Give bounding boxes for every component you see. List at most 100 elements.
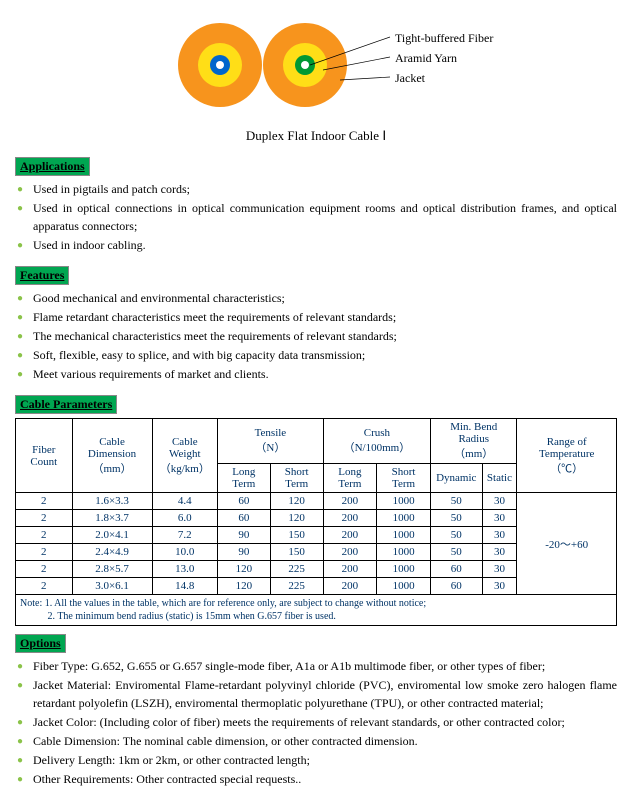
table-cell: 30: [482, 493, 517, 510]
table-cell: 1.6×3.3: [72, 493, 152, 510]
col-bend-static: Static: [482, 464, 517, 493]
table-cell: 150: [270, 544, 323, 561]
table-cell: 60: [431, 578, 482, 595]
table-cell: 2: [16, 527, 73, 544]
table-row: 21.6×3.34.46012020010005030-20～+60: [16, 493, 617, 510]
table-cell: 2.4×4.9: [72, 544, 152, 561]
col-temp: Range of Temperature（℃）: [517, 419, 617, 493]
table-cell: 1000: [377, 544, 431, 561]
col-crush-short: Short Term: [377, 464, 431, 493]
label-aramid: Aramid Yarn: [395, 48, 493, 68]
list-item: Used in pigtails and patch cords;: [15, 180, 617, 198]
col-bend-dynamic: Dynamic: [431, 464, 482, 493]
features-header: Features: [15, 266, 69, 285]
table-cell: 1000: [377, 527, 431, 544]
table-cell: 120: [218, 578, 271, 595]
list-item: Jacket Material: Enviromental Flame-reta…: [15, 676, 617, 712]
parameters-table: Fiber Count Cable Dimension（mm） Cable We…: [15, 418, 617, 595]
applications-header: Applications: [15, 157, 90, 176]
diagram-labels: Tight-buffered Fiber Aramid Yarn Jacket: [395, 28, 493, 88]
table-cell: 30: [482, 510, 517, 527]
table-cell: 2.0×4.1: [72, 527, 152, 544]
col-bend: Min. Bend Radius（mm）: [431, 419, 517, 464]
table-cell: 150: [270, 527, 323, 544]
table-cell: 200: [323, 544, 376, 561]
table-cell: 13.0: [152, 561, 217, 578]
table-cell: 200: [323, 578, 376, 595]
table-cell: 2: [16, 493, 73, 510]
options-list: Fiber Type: G.652, G.655 or G.657 single…: [15, 657, 617, 788]
list-item: The mechanical characteristics meet the …: [15, 327, 617, 345]
list-item: Soft, flexible, easy to splice, and with…: [15, 346, 617, 364]
table-cell: 200: [323, 493, 376, 510]
table-cell: 30: [482, 561, 517, 578]
list-item: Used in optical connections in optical c…: [15, 199, 617, 235]
label-tight-buffer: Tight-buffered Fiber: [395, 28, 493, 48]
col-tensile-short: Short Term: [270, 464, 323, 493]
table-cell: 1000: [377, 493, 431, 510]
table-cell: 30: [482, 544, 517, 561]
table-cell: 7.2: [152, 527, 217, 544]
col-tensile: Tensile（N）: [218, 419, 324, 464]
table-cell: 2: [16, 510, 73, 527]
table-cell: 50: [431, 527, 482, 544]
table-cell: 200: [323, 510, 376, 527]
list-item: Fiber Type: G.652, G.655 or G.657 single…: [15, 657, 617, 675]
cable-diagram: Tight-buffered Fiber Aramid Yarn Jacket: [165, 10, 617, 120]
options-header: Options: [15, 634, 66, 653]
table-cell: 3.0×6.1: [72, 578, 152, 595]
cable-cross-section: [165, 15, 405, 115]
table-cell: 200: [323, 561, 376, 578]
table-cell: 50: [431, 544, 482, 561]
list-item: Cable Dimension: The nominal cable dimen…: [15, 732, 617, 750]
list-item: Good mechanical and environmental charac…: [15, 289, 617, 307]
table-cell: 14.8: [152, 578, 217, 595]
table-cell: 50: [431, 493, 482, 510]
list-item: Jacket Color: (Including color of fiber)…: [15, 713, 617, 731]
table-cell: 225: [270, 578, 323, 595]
table-cell: 2: [16, 544, 73, 561]
table-cell: 1.8×3.7: [72, 510, 152, 527]
note-line: 2. The minimum bend radius (static) is 1…: [20, 610, 612, 623]
label-jacket: Jacket: [395, 68, 493, 88]
table-cell: 10.0: [152, 544, 217, 561]
list-item: Flame retardant characteristics meet the…: [15, 308, 617, 326]
table-cell: 2: [16, 561, 73, 578]
table-cell: 1000: [377, 510, 431, 527]
table-cell: 120: [270, 510, 323, 527]
table-cell: 200: [323, 527, 376, 544]
table-cell: 120: [218, 561, 271, 578]
table-cell: 50: [431, 510, 482, 527]
features-list: Good mechanical and environmental charac…: [15, 289, 617, 383]
list-item: Delivery Length: 1km or 2km, or other co…: [15, 751, 617, 769]
table-cell: 2: [16, 578, 73, 595]
table-cell: 4.4: [152, 493, 217, 510]
table-cell: 2.8×5.7: [72, 561, 152, 578]
table-cell: 225: [270, 561, 323, 578]
table-cell: 6.0: [152, 510, 217, 527]
col-crush-long: Long Term: [323, 464, 376, 493]
table-cell: 60: [431, 561, 482, 578]
note-line: Note: 1. All the values in the table, wh…: [20, 597, 612, 610]
col-fiber-count: Fiber Count: [16, 419, 73, 493]
table-cell: 1000: [377, 578, 431, 595]
page-title: Duplex Flat Indoor Cable Ⅰ: [15, 128, 617, 144]
table-cell: 60: [218, 510, 271, 527]
temp-range-cell: -20～+60: [517, 493, 617, 595]
col-weight: Cable Weight（kg/km）: [152, 419, 217, 493]
col-dimension: Cable Dimension（mm）: [72, 419, 152, 493]
table-cell: 90: [218, 527, 271, 544]
table-notes: Note: 1. All the values in the table, wh…: [15, 595, 617, 626]
table-cell: 30: [482, 527, 517, 544]
table-cell: 60: [218, 493, 271, 510]
table-cell: 120: [270, 493, 323, 510]
list-item: Other Requirements: Other contracted spe…: [15, 770, 617, 788]
list-item: Meet various requirements of market and …: [15, 365, 617, 383]
table-cell: 90: [218, 544, 271, 561]
applications-list: Used in pigtails and patch cords; Used i…: [15, 180, 617, 254]
list-item: Used in indoor cabling.: [15, 236, 617, 254]
col-crush: Crush（N/100mm）: [323, 419, 430, 464]
parameters-header: Cable Parameters: [15, 395, 117, 414]
table-cell: 1000: [377, 561, 431, 578]
table-cell: 30: [482, 578, 517, 595]
